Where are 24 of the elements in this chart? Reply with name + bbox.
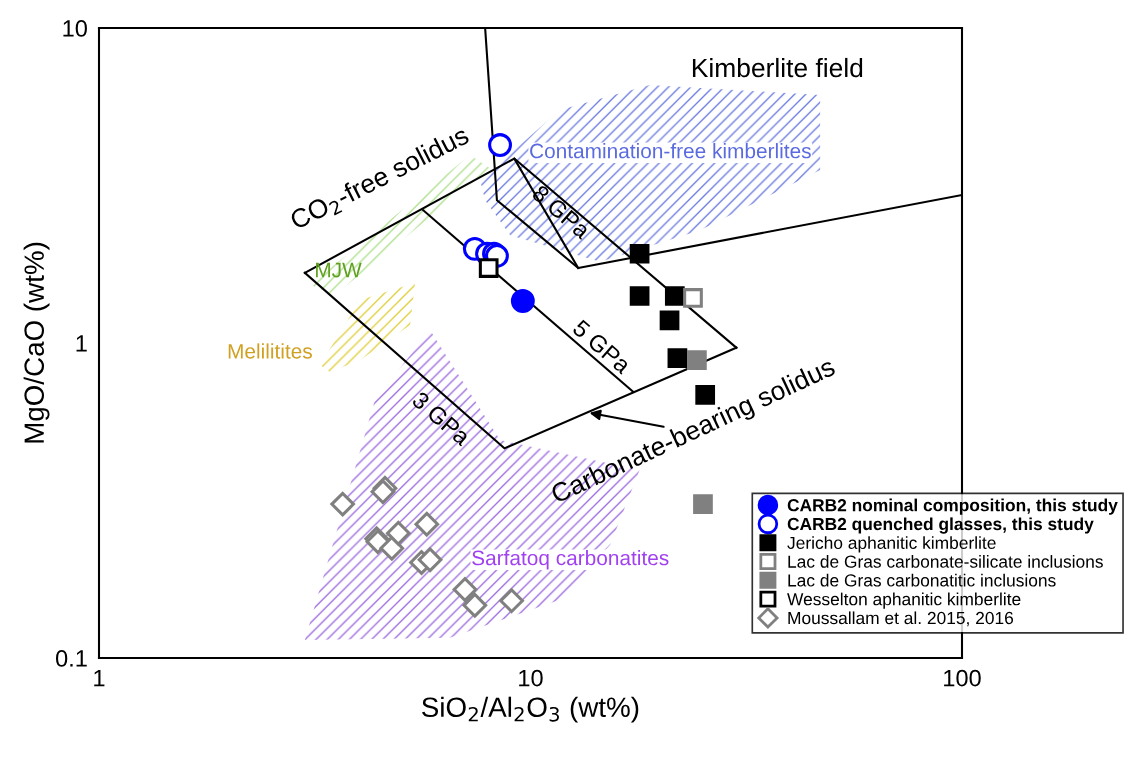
legend-label: CARB2 quenched glasses, this study	[787, 517, 1094, 534]
annotation: Melilitites	[228, 343, 312, 359]
legend-label: Jericho aphanitic kimberlite	[787, 536, 996, 553]
x-axis-title: SiO$_{2}$/Al$_{2}$O$_{3}$ (wt%)	[422, 696, 639, 723]
y-axis-title: MgO/CaO (wt%)	[23, 242, 50, 443]
annotation: Contamination-free kimberlites	[530, 143, 811, 159]
annotation: 3 GPa	[411, 390, 472, 447]
annotation: 5 GPa	[571, 318, 633, 375]
legend-label: Moussallam et al. 2015, 2016	[788, 611, 1014, 627]
x-tick-label: 10	[519, 669, 543, 687]
annotation: CO$_{2}$-free solidus	[288, 124, 472, 234]
annotation: MJW	[316, 262, 362, 278]
legend-label: Lac de Gras carbonate-silicate inclusions	[788, 555, 1103, 568]
y-tick-label: 0.1	[55, 650, 87, 667]
y-tick-label: 10	[63, 20, 87, 37]
annotation: Kimberlite field	[692, 57, 863, 78]
x-tick-label: 100	[944, 669, 981, 687]
annotation: 8 GPa	[531, 184, 592, 240]
y-tick-label: 1	[76, 335, 87, 352]
annotation: Sarfatoq carbonatites	[472, 550, 669, 570]
x-tick-label: 1	[94, 669, 105, 687]
legend-label: CARB2 nominal composition, this study	[787, 498, 1118, 515]
legend-label: Wesselton aphanitic kimberlite	[787, 592, 1021, 609]
legend-label: Lac de Gras carbonatitic inclusions	[788, 573, 1056, 587]
